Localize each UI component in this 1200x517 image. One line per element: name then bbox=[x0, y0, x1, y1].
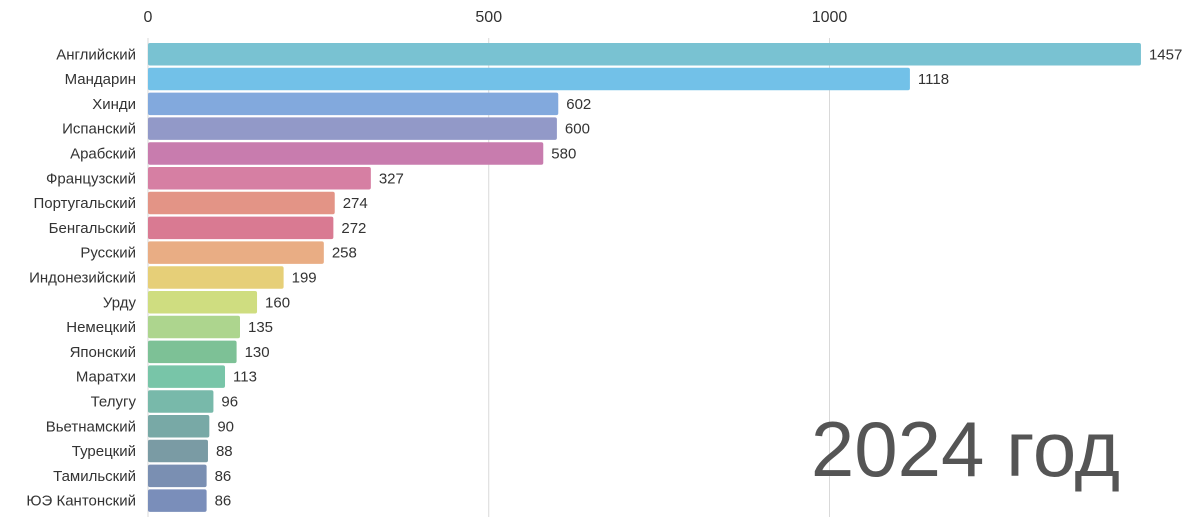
bar-15 bbox=[148, 415, 210, 438]
category-label-8: Русский bbox=[80, 245, 136, 262]
category-label-16: Турецкий bbox=[72, 443, 136, 460]
value-label-14: 96 bbox=[221, 393, 238, 410]
bar-8 bbox=[148, 241, 324, 264]
category-label-4: Арабский bbox=[70, 145, 136, 162]
value-label-16: 88 bbox=[216, 443, 233, 460]
bar-3 bbox=[148, 117, 557, 140]
bar-1 bbox=[148, 67, 910, 91]
value-label-0: 1457 bbox=[1149, 46, 1182, 63]
bar-11 bbox=[148, 315, 241, 339]
bar-0 bbox=[148, 43, 1141, 66]
category-label-11: Немецкий bbox=[66, 319, 136, 336]
category-label-14: Телугу bbox=[91, 393, 137, 410]
category-labels: Английский Мандарин Хинди Испанский Арабский… bbox=[26, 46, 136, 509]
bar-18 bbox=[148, 489, 207, 512]
value-label-11: 135 bbox=[248, 319, 273, 336]
bar-12 bbox=[148, 340, 237, 364]
bar-4 bbox=[148, 142, 544, 165]
bar-6 bbox=[148, 191, 335, 215]
bar-13 bbox=[148, 365, 226, 388]
value-label-13: 113 bbox=[233, 369, 257, 386]
category-label-6: Португальский bbox=[33, 195, 136, 212]
category-label-12: Японский bbox=[70, 344, 136, 361]
value-label-17: 86 bbox=[215, 468, 232, 485]
x-tick-label-1: 500 bbox=[475, 9, 502, 26]
category-label-13: Маратхи bbox=[76, 369, 136, 386]
value-label-8: 258 bbox=[332, 245, 357, 262]
category-label-0: Английский bbox=[56, 46, 136, 63]
value-label-10: 160 bbox=[265, 294, 290, 311]
value-label-12: 130 bbox=[245, 344, 270, 361]
bar-16 bbox=[148, 439, 208, 463]
value-label-9: 199 bbox=[292, 269, 317, 286]
bar-7 bbox=[148, 216, 334, 240]
category-label-17: Тамильский bbox=[53, 468, 136, 485]
category-label-18: ЮЭ Кантонский bbox=[26, 493, 136, 510]
bars bbox=[148, 43, 1141, 512]
bar-10 bbox=[148, 291, 258, 314]
value-label-3: 600 bbox=[565, 121, 590, 138]
category-label-1: Мандарин bbox=[65, 71, 136, 88]
x-tick-label-2: 1000 bbox=[812, 9, 848, 26]
category-label-2: Хинди bbox=[92, 96, 136, 113]
category-label-3: Испанский bbox=[62, 121, 136, 138]
value-label-2: 602 bbox=[566, 96, 591, 113]
value-label-6: 274 bbox=[343, 195, 368, 212]
value-label-15: 90 bbox=[217, 418, 234, 435]
category-label-7: Бенгальский bbox=[49, 220, 136, 237]
category-label-9: Индонезийский bbox=[29, 269, 136, 286]
bar-17 bbox=[148, 464, 207, 488]
x-axis-ticks: 0 500 1000 bbox=[144, 9, 848, 26]
x-tick-label-0: 0 bbox=[144, 9, 153, 26]
bar-5 bbox=[148, 167, 371, 190]
category-label-15: Вьетнамский bbox=[46, 418, 136, 435]
category-label-10: Урду bbox=[103, 294, 137, 311]
category-label-5: Французский bbox=[46, 170, 136, 187]
value-label-4: 580 bbox=[551, 145, 576, 162]
value-label-7: 272 bbox=[341, 220, 366, 237]
bar-9 bbox=[148, 266, 284, 289]
bar-14 bbox=[148, 390, 214, 413]
year-annotation: 2024 год bbox=[811, 405, 1120, 493]
value-label-5: 327 bbox=[379, 170, 404, 187]
value-label-1: 1118 bbox=[918, 71, 949, 88]
bar-2 bbox=[148, 92, 559, 116]
value-label-18: 86 bbox=[215, 493, 232, 510]
